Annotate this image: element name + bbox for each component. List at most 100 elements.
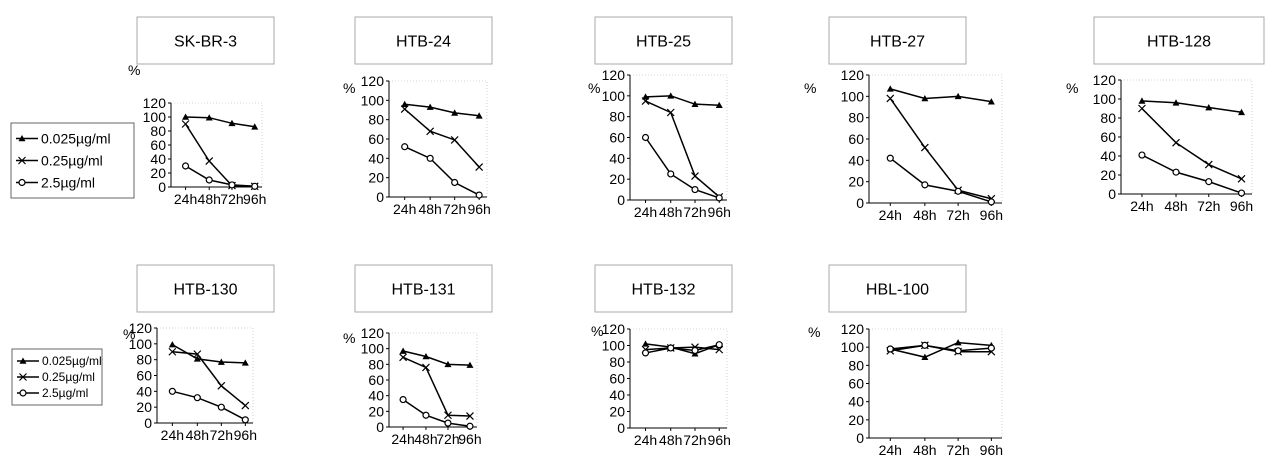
legend-top: 0.025µg/ml 0.25µg/ml 2.5µg/ml <box>10 122 135 199</box>
series-line-1 <box>645 100 720 198</box>
series-1-point <box>168 347 177 356</box>
series-2-point <box>641 349 650 357</box>
y-tick-label: 120 <box>143 95 167 111</box>
y-tick-label: 100 <box>841 339 865 355</box>
series-2-point <box>954 347 962 355</box>
series-0-point <box>642 93 650 100</box>
chart-title-box <box>354 264 493 313</box>
x-tick-label: 24h <box>391 431 414 447</box>
series-1-point <box>466 412 474 420</box>
plot-frame <box>388 332 478 428</box>
plot-frame <box>156 327 254 424</box>
series-1-point <box>1204 160 1213 169</box>
series-2-point <box>1138 151 1146 159</box>
y-tick-label: 40 <box>136 383 152 399</box>
series-0-point <box>954 339 962 346</box>
y-tick-label: 80 <box>136 352 152 368</box>
y-tick-label: 100 <box>129 336 153 352</box>
series-1-point <box>450 136 459 144</box>
series-line-1 <box>184 123 255 188</box>
series-2-point <box>444 419 452 427</box>
x-tick-label: 24h <box>634 432 657 448</box>
series-0-point <box>921 353 929 360</box>
series-0-point <box>401 100 409 107</box>
y-axis-label: % <box>128 62 140 78</box>
x-tick-label: 24h <box>879 207 902 223</box>
chart-title: HTB-130 <box>173 282 237 299</box>
y-tick-label: 20 <box>136 399 152 415</box>
y-axis-label: % <box>804 80 816 96</box>
legend-marker <box>18 178 26 187</box>
series-0-point <box>921 94 929 102</box>
chart-title-box <box>136 264 275 313</box>
series-2-point <box>1172 168 1180 176</box>
y-tick-label: 60 <box>848 376 864 392</box>
series-0-point <box>987 98 995 105</box>
series-0-point <box>422 353 430 360</box>
series-2-point <box>475 191 483 199</box>
series-0-point <box>399 347 407 354</box>
series-1-point <box>920 143 929 152</box>
chart-title-box <box>828 16 967 65</box>
series-2-point <box>401 143 409 151</box>
series-2-point <box>217 403 225 411</box>
series-1-point <box>1237 174 1246 183</box>
series-1-point <box>241 401 250 410</box>
series-line-2 <box>890 344 992 352</box>
y-tick-label: 60 <box>368 131 384 147</box>
y-tick-label: 100 <box>841 88 865 104</box>
series-0-point <box>182 113 190 120</box>
x-tick-label: 96h <box>980 442 1003 458</box>
plot-frame <box>868 328 1003 439</box>
y-tick-label: 120 <box>602 321 626 337</box>
series-line-1 <box>172 351 246 407</box>
chart-title: HTB-25 <box>636 34 691 51</box>
chart-title: HTB-24 <box>396 34 451 51</box>
series-0-point <box>228 119 236 127</box>
series-2-point <box>228 181 236 189</box>
x-tick-label: 72h <box>443 201 466 217</box>
y-tick-label: 40 <box>609 150 625 166</box>
y-tick-label: 120 <box>841 321 865 337</box>
x-tick-label: 96h <box>458 431 481 447</box>
legend-label: 0.025µg/ml <box>42 354 102 368</box>
x-tick-label: 96h <box>708 432 731 448</box>
series-line-0 <box>185 116 255 128</box>
series-0-point <box>451 109 459 116</box>
y-tick-label: 80 <box>609 354 625 370</box>
y-tick-label: 120 <box>602 67 626 83</box>
series-1-point <box>400 105 409 113</box>
series-line-0 <box>402 350 470 366</box>
chart-title-box <box>594 264 733 313</box>
x-tick-label: 72h <box>1197 198 1220 214</box>
series-line-0 <box>645 343 720 355</box>
y-tick-label: 80 <box>150 123 166 139</box>
series-2-point <box>466 422 474 430</box>
x-tick-label: 48h <box>913 442 936 458</box>
x-tick-label: 96h <box>243 191 266 207</box>
y-axis-label: % <box>123 326 135 342</box>
chart-title-box <box>1093 16 1265 65</box>
series-line-2 <box>402 398 471 427</box>
chart-title-box <box>354 16 493 65</box>
legend-marker <box>18 156 26 165</box>
series-0-point <box>954 92 962 100</box>
x-tick-label: 24h <box>1130 198 1153 214</box>
x-tick-label: 72h <box>946 442 969 458</box>
series-line-2 <box>644 137 720 199</box>
series-2-point <box>715 194 723 202</box>
series-0-point <box>691 100 699 107</box>
legend-label: 2.5µg/ml <box>41 174 95 190</box>
series-1-point <box>666 108 675 117</box>
y-tick-label: 40 <box>1100 148 1116 164</box>
y-tick-label: 80 <box>1100 110 1116 126</box>
chart-title: HTB-27 <box>870 34 925 51</box>
chart-panel-2: HTB-25% 0 20 40 60 80 100 120 24h 48h 72h 96h <box>588 16 733 220</box>
y-tick-label: 120 <box>361 73 385 89</box>
series-0-point <box>1138 97 1146 104</box>
series-2-point <box>181 162 190 170</box>
y-tick-label: 120 <box>129 320 153 336</box>
